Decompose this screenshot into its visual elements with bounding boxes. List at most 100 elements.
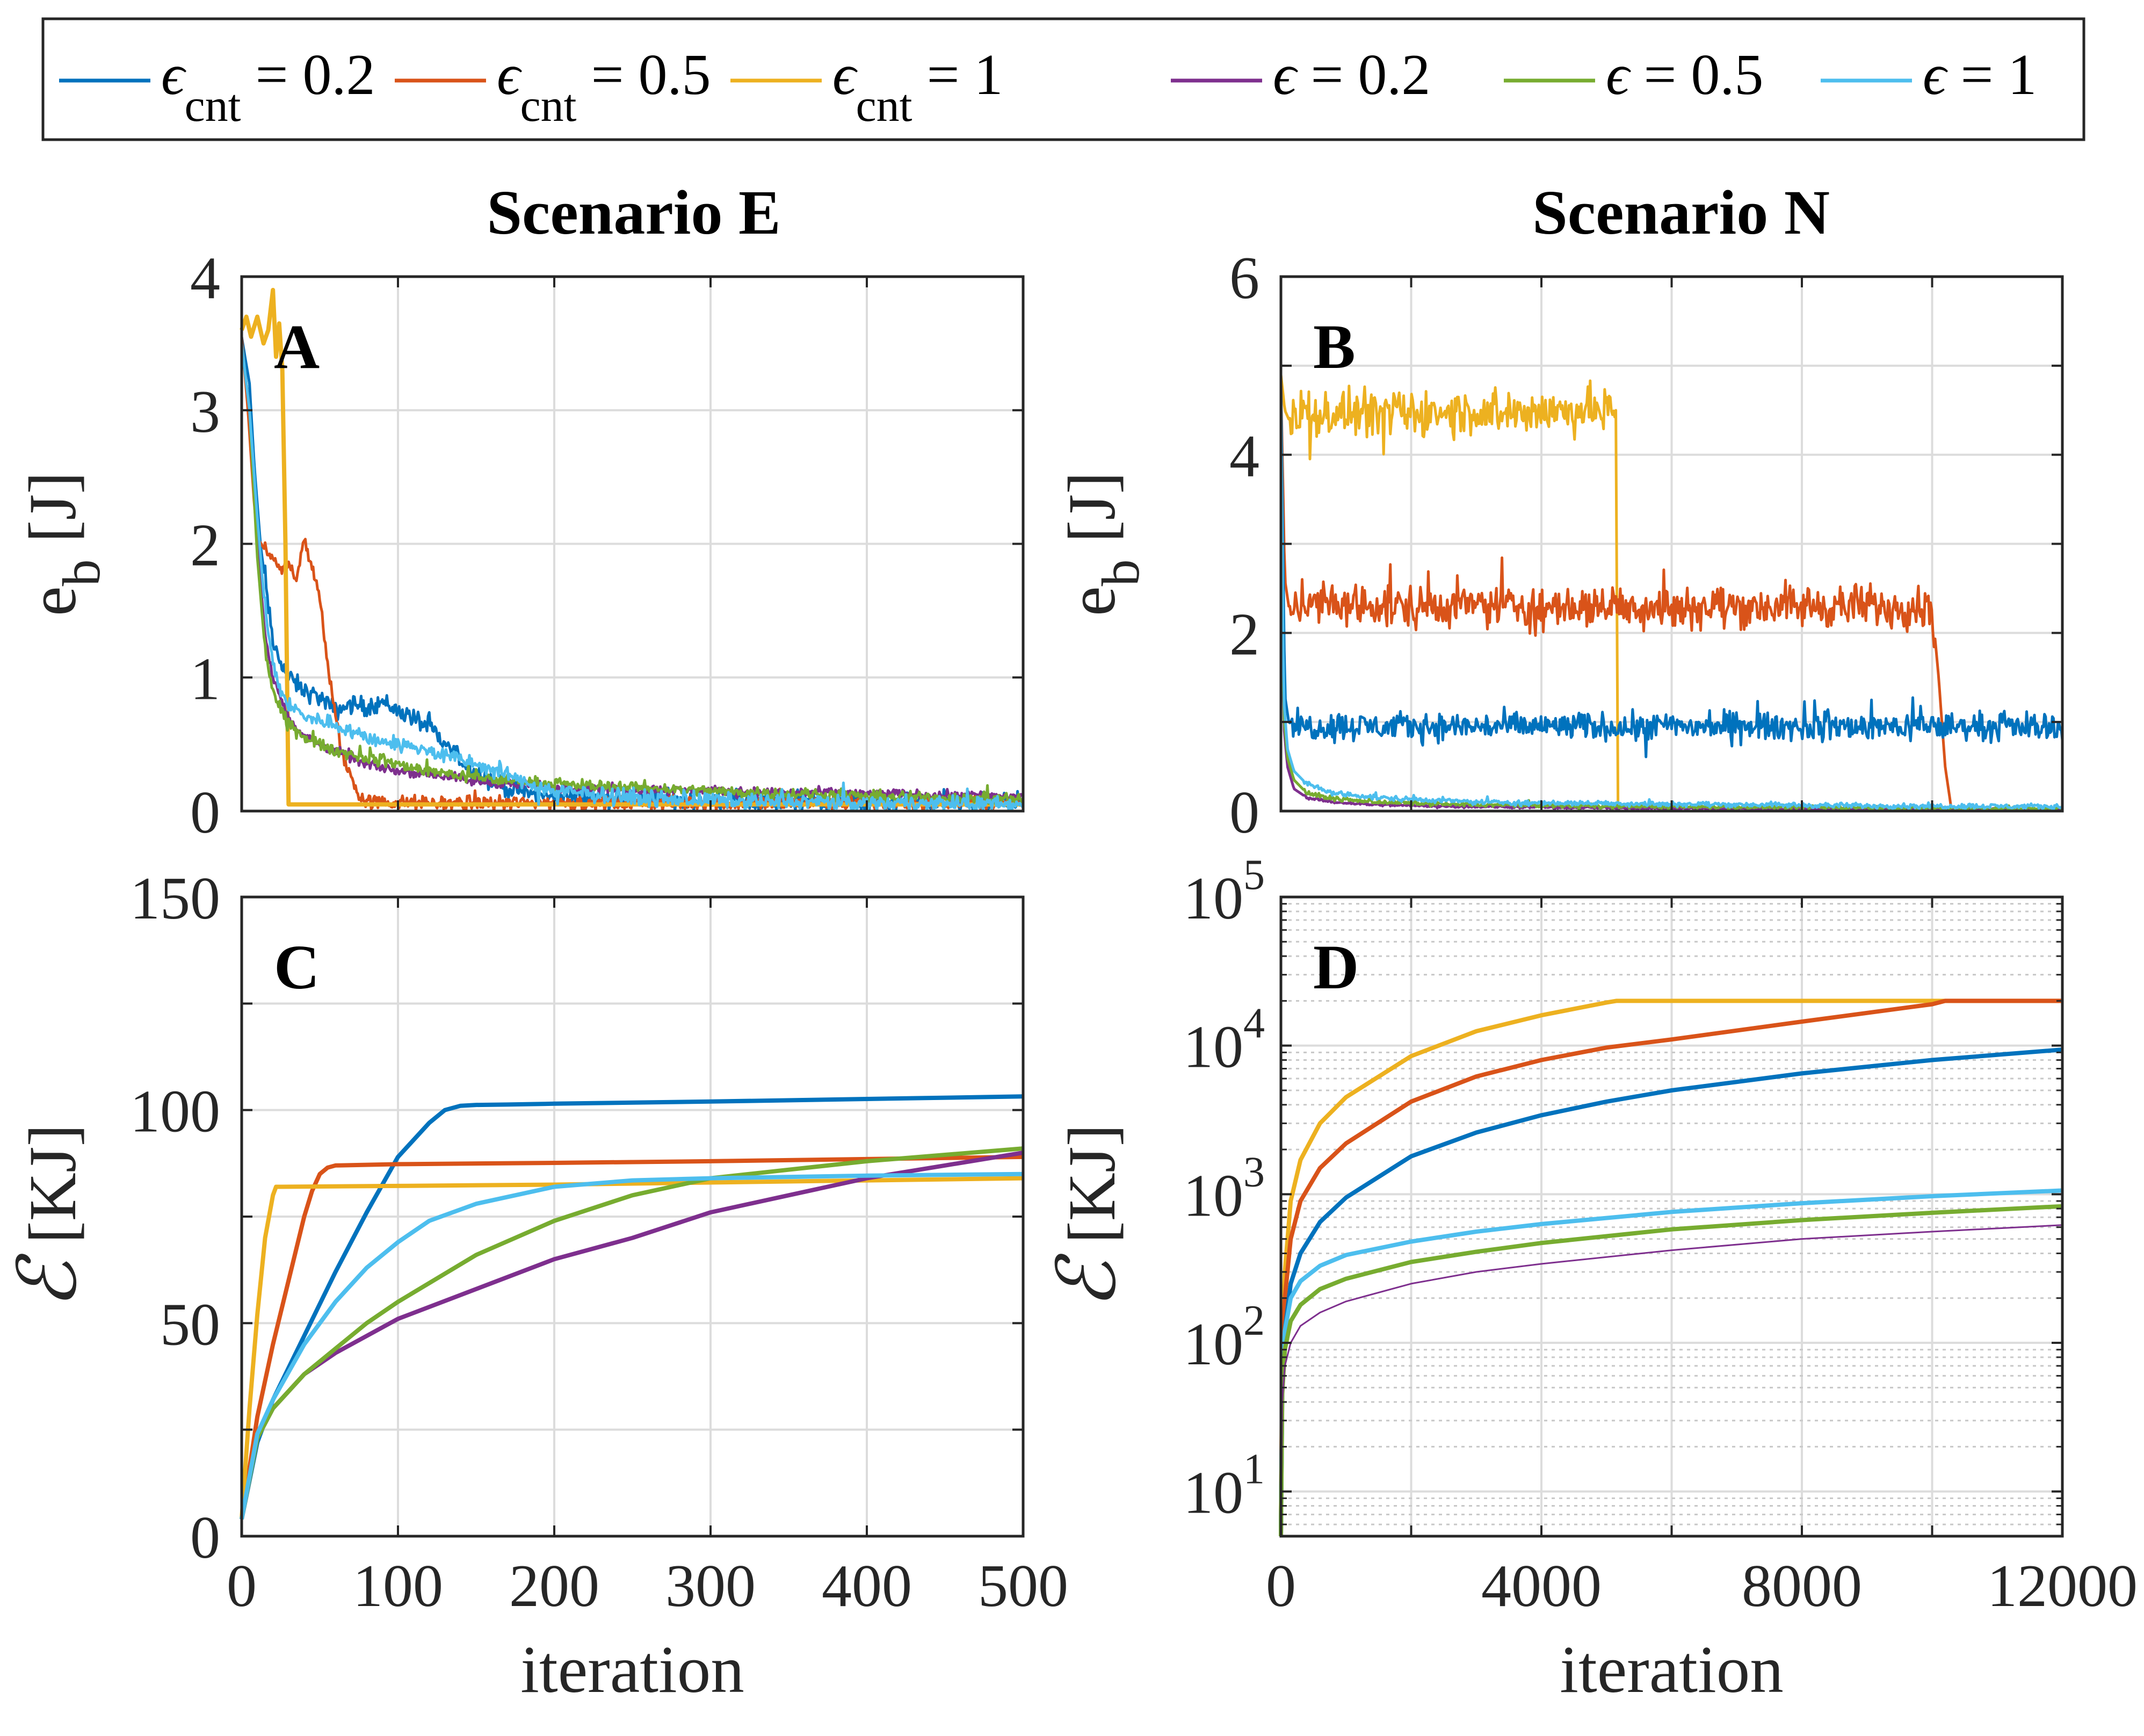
legend-label-6: ϵ = 1 bbox=[1923, 43, 2037, 107]
x-tick-label: 100 bbox=[353, 1553, 443, 1619]
series-line-D-4 bbox=[1279, 1188, 2063, 1537]
y-label-subscript: b bbox=[52, 559, 111, 586]
y-tick-label: 101 bbox=[1183, 1446, 1265, 1527]
y-label-unit: [KJ] bbox=[16, 1124, 90, 1260]
column-title-right: Scenario N bbox=[1532, 177, 1830, 248]
y-tick-exponent: 5 bbox=[1243, 851, 1265, 899]
y-tick-base: 10 bbox=[1183, 865, 1243, 932]
series-line-D-5 bbox=[1279, 1204, 2063, 1537]
series-line-A-6 bbox=[240, 343, 1025, 813]
y-tick-label: 102 bbox=[1183, 1297, 1265, 1378]
panel-letter: A bbox=[274, 312, 320, 382]
y-tick-label: 105 bbox=[1183, 851, 1265, 932]
series-line-B-2 bbox=[1279, 383, 2063, 813]
panel-letter: C bbox=[274, 932, 320, 1002]
series-line-C-6 bbox=[240, 1171, 1024, 1520]
x-axis-label: iteration bbox=[520, 1633, 744, 1707]
y-tick-label: 0 bbox=[1229, 779, 1259, 846]
x-tick-label: 8000 bbox=[1742, 1553, 1862, 1619]
y-tick-label: 50 bbox=[160, 1291, 220, 1358]
column-title-left: Scenario E bbox=[487, 177, 780, 248]
y-tick-label: 3 bbox=[190, 379, 220, 445]
legend-value: = 0.5 bbox=[1629, 43, 1764, 107]
panel-D: 0 4000 8000 12000101102103104105Diterationℰ… bbox=[1043, 851, 2138, 1707]
legend-epsilon: ϵ bbox=[497, 43, 522, 107]
series-line-D-1 bbox=[1279, 999, 2062, 1537]
panel-letter: B bbox=[1313, 312, 1356, 382]
y-tick-exponent: 1 bbox=[1243, 1446, 1265, 1493]
y-label-symbol: ℰ bbox=[4, 1253, 93, 1309]
legend-value: = 1 bbox=[912, 43, 1003, 107]
legend-value: = 1 bbox=[1946, 43, 2037, 107]
series-line-A-3 bbox=[240, 287, 1023, 807]
y-tick-label: 104 bbox=[1183, 1000, 1265, 1081]
y-tick-label: 0 bbox=[190, 1504, 220, 1571]
y-axis-label: ℰ [KJ] bbox=[4, 1124, 93, 1309]
y-axis-label: ℰ [KJ] bbox=[1043, 1124, 1132, 1309]
legend-label-4: ϵ = 0.2 bbox=[1273, 43, 1430, 107]
legend-label-1: ϵcnt = 0.2 bbox=[161, 43, 375, 131]
legend-subscript: cnt bbox=[185, 79, 241, 131]
series-line-C-3 bbox=[240, 1176, 1024, 1520]
y-tick-base: 10 bbox=[1183, 1014, 1243, 1081]
legend-value: = 0.2 bbox=[1296, 43, 1431, 107]
y-tick-label: 1 bbox=[190, 646, 220, 712]
series-line-D-2 bbox=[1279, 999, 2062, 1537]
y-label-unit: [KJ] bbox=[1055, 1124, 1129, 1260]
legend-epsilon: ϵ bbox=[1923, 43, 1948, 107]
legend-epsilon: ϵ bbox=[1606, 43, 1631, 107]
x-tick-label: 0 bbox=[1266, 1553, 1296, 1619]
series-line-D-6 bbox=[1280, 1224, 2063, 1537]
legend-label-2: ϵcnt = 0.5 bbox=[497, 43, 711, 131]
y-label-unit: [J] bbox=[16, 472, 90, 559]
series-line-A-5 bbox=[240, 343, 1025, 808]
legend-subscript: cnt bbox=[520, 79, 577, 131]
y-tick-base: 10 bbox=[1183, 1311, 1243, 1378]
x-tick-label: 500 bbox=[978, 1553, 1068, 1619]
y-tick-label: 100 bbox=[130, 1079, 220, 1145]
x-tick-label: 300 bbox=[665, 1553, 756, 1619]
y-axis-label: eb [J] bbox=[1055, 472, 1150, 616]
legend-epsilon: ϵ bbox=[832, 43, 858, 107]
x-tick-label: 4000 bbox=[1481, 1553, 1602, 1619]
x-tick-label: 400 bbox=[822, 1553, 912, 1619]
x-tick-label: 200 bbox=[509, 1553, 599, 1619]
y-tick-label: 2 bbox=[1229, 601, 1259, 668]
y-tick-base: 10 bbox=[1183, 1460, 1243, 1527]
legend-value: = 0.5 bbox=[577, 43, 711, 107]
series-line-C-5 bbox=[240, 1146, 1024, 1520]
y-tick-exponent: 4 bbox=[1243, 1000, 1265, 1047]
legend-epsilon: ϵ bbox=[1273, 43, 1298, 107]
y-tick-label: 4 bbox=[190, 245, 220, 312]
legend-label-5: ϵ = 0.5 bbox=[1606, 43, 1763, 107]
legend-epsilon: ϵ bbox=[161, 43, 186, 107]
y-tick-base: 10 bbox=[1183, 1162, 1243, 1229]
y-label-unit: [J] bbox=[1055, 472, 1129, 559]
y-label-symbol: e bbox=[1055, 586, 1129, 616]
y-tick-label: 103 bbox=[1183, 1148, 1265, 1229]
legend-subscript: cnt bbox=[856, 79, 912, 131]
y-axis-label: eb [J] bbox=[16, 472, 111, 616]
legend-box bbox=[41, 17, 2085, 141]
y-label-symbol: e bbox=[16, 586, 90, 616]
legend-value: = 0.2 bbox=[241, 43, 375, 107]
y-label-subscript: b bbox=[1091, 559, 1150, 586]
y-tick-label: 4 bbox=[1229, 423, 1259, 490]
legend-label-3: ϵcnt = 1 bbox=[832, 43, 1003, 131]
y-tick-exponent: 2 bbox=[1243, 1297, 1265, 1344]
y-tick-exponent: 3 bbox=[1243, 1148, 1265, 1196]
y-tick-label: 2 bbox=[190, 512, 220, 579]
x-axis-label: iteration bbox=[1560, 1633, 1784, 1707]
y-tick-label: 150 bbox=[130, 865, 220, 932]
y-label-symbol: ℰ bbox=[1043, 1253, 1132, 1309]
series-line-C-2 bbox=[240, 1154, 1024, 1520]
y-tick-label: 6 bbox=[1229, 245, 1259, 312]
x-tick-label: 12000 bbox=[1987, 1553, 2138, 1619]
panel-letter: D bbox=[1313, 932, 1359, 1002]
x-tick-label: 0 bbox=[227, 1553, 257, 1619]
